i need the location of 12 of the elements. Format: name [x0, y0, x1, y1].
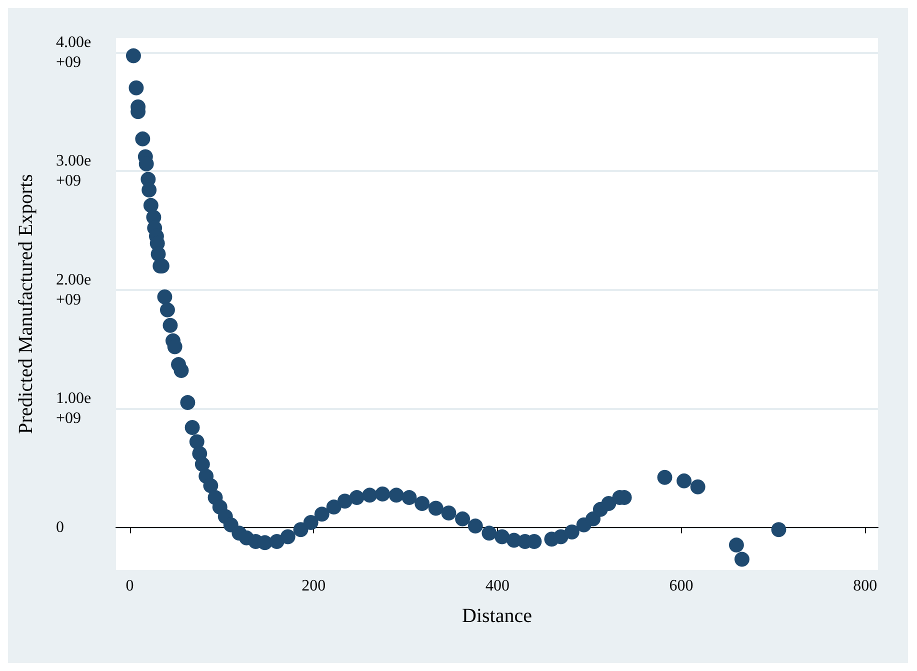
- y-tick-label: 2.00e+09: [56, 271, 92, 308]
- y-tick-label: 1.00e+09: [56, 390, 92, 427]
- y-tick-label: 4.00e+09: [56, 34, 92, 71]
- x-tick-label: 800: [853, 578, 878, 594]
- y-tick-label: 0: [56, 518, 64, 536]
- y-axis-title: Predicted Manufactured Exports: [15, 174, 37, 434]
- x-axis-title: Distance: [462, 605, 532, 627]
- x-tick-label: 0: [126, 578, 134, 594]
- x-tick-label: 200: [302, 578, 326, 594]
- y-tick-label: 3.00e+09: [56, 152, 92, 190]
- x-tick-label: 400: [485, 578, 510, 594]
- x-tick-label: 600: [669, 578, 694, 594]
